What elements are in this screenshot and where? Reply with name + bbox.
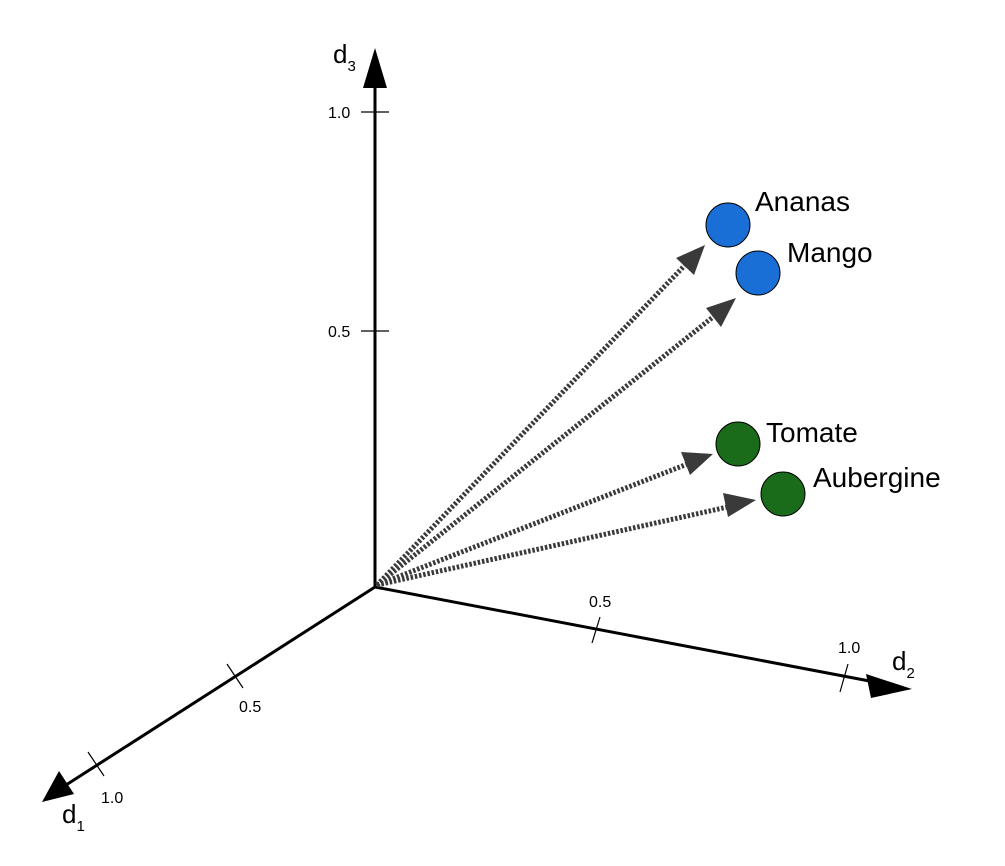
vector-tomate-arrowhead: [681, 452, 713, 475]
axis-d2-tick-1.0: [839, 663, 849, 693]
axis-d1-tick-label-0.5: 0.5: [239, 699, 261, 716]
axis-d1-tick-1.0: [87, 751, 105, 777]
point-mango: Mango: [735, 237, 873, 296]
axis-d2-label: d2: [892, 646, 915, 682]
axis-d2-tick-label-1.0: 1.0: [838, 640, 860, 657]
point-ananas-marker: [705, 202, 751, 248]
axis-d3-label: d3: [333, 39, 356, 75]
axis-d3-tick-label-0.5: 0.5: [328, 324, 350, 341]
point-aubergine: Aubergine: [760, 462, 941, 517]
axis-d3: 0.5 1.0 d3: [328, 39, 389, 587]
vectors: [375, 245, 756, 588]
point-ananas-label: Ananas: [755, 186, 850, 217]
point-tomate-label: Tomate: [766, 417, 858, 448]
axis-d2-tick-label-0.5: 0.5: [589, 594, 611, 611]
vector-aubergine: [376, 493, 756, 588]
vector-mango-arrowhead: [706, 298, 736, 327]
axis-d1: 0.5 1.0 d1: [42, 585, 376, 835]
point-tomate: Tomate: [715, 417, 858, 467]
axis-d2: 0.5 1.0 d2: [374, 585, 915, 698]
point-aubergine-marker: [760, 471, 806, 517]
point-tomate-marker: [715, 421, 761, 467]
vector-mango: [375, 298, 736, 587]
point-mango-marker: [735, 250, 781, 296]
vector-ananas: [375, 245, 705, 587]
axis-d2-arrowhead: [866, 674, 912, 698]
vector-tomate: [376, 452, 713, 588]
axis-d1-tick-label-1.0: 1.0: [101, 790, 123, 807]
axis-d1-tick-0.5: [226, 663, 244, 689]
vector-aubergine-arrowhead: [723, 493, 756, 517]
axis-d3-tick-label-1.0: 1.0: [328, 105, 350, 122]
axis-d1-label: d1: [62, 799, 85, 835]
axis-d1-arrowhead: [42, 771, 74, 802]
points: Ananas Mango Tomate Aubergine: [705, 186, 941, 517]
point-mango-label: Mango: [787, 237, 873, 268]
point-ananas: Ananas: [705, 186, 850, 248]
axis-d3-arrowhead: [363, 48, 387, 88]
axis-d2-tick-0.5: [591, 616, 601, 644]
vector-ananas-arrowhead: [676, 245, 705, 275]
point-aubergine-label: Aubergine: [813, 462, 941, 493]
